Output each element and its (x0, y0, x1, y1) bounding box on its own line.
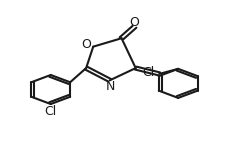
Text: Cl: Cl (142, 66, 154, 79)
Text: N: N (106, 80, 116, 93)
Text: O: O (81, 38, 91, 51)
Text: O: O (130, 16, 139, 29)
Text: Cl: Cl (45, 105, 57, 118)
